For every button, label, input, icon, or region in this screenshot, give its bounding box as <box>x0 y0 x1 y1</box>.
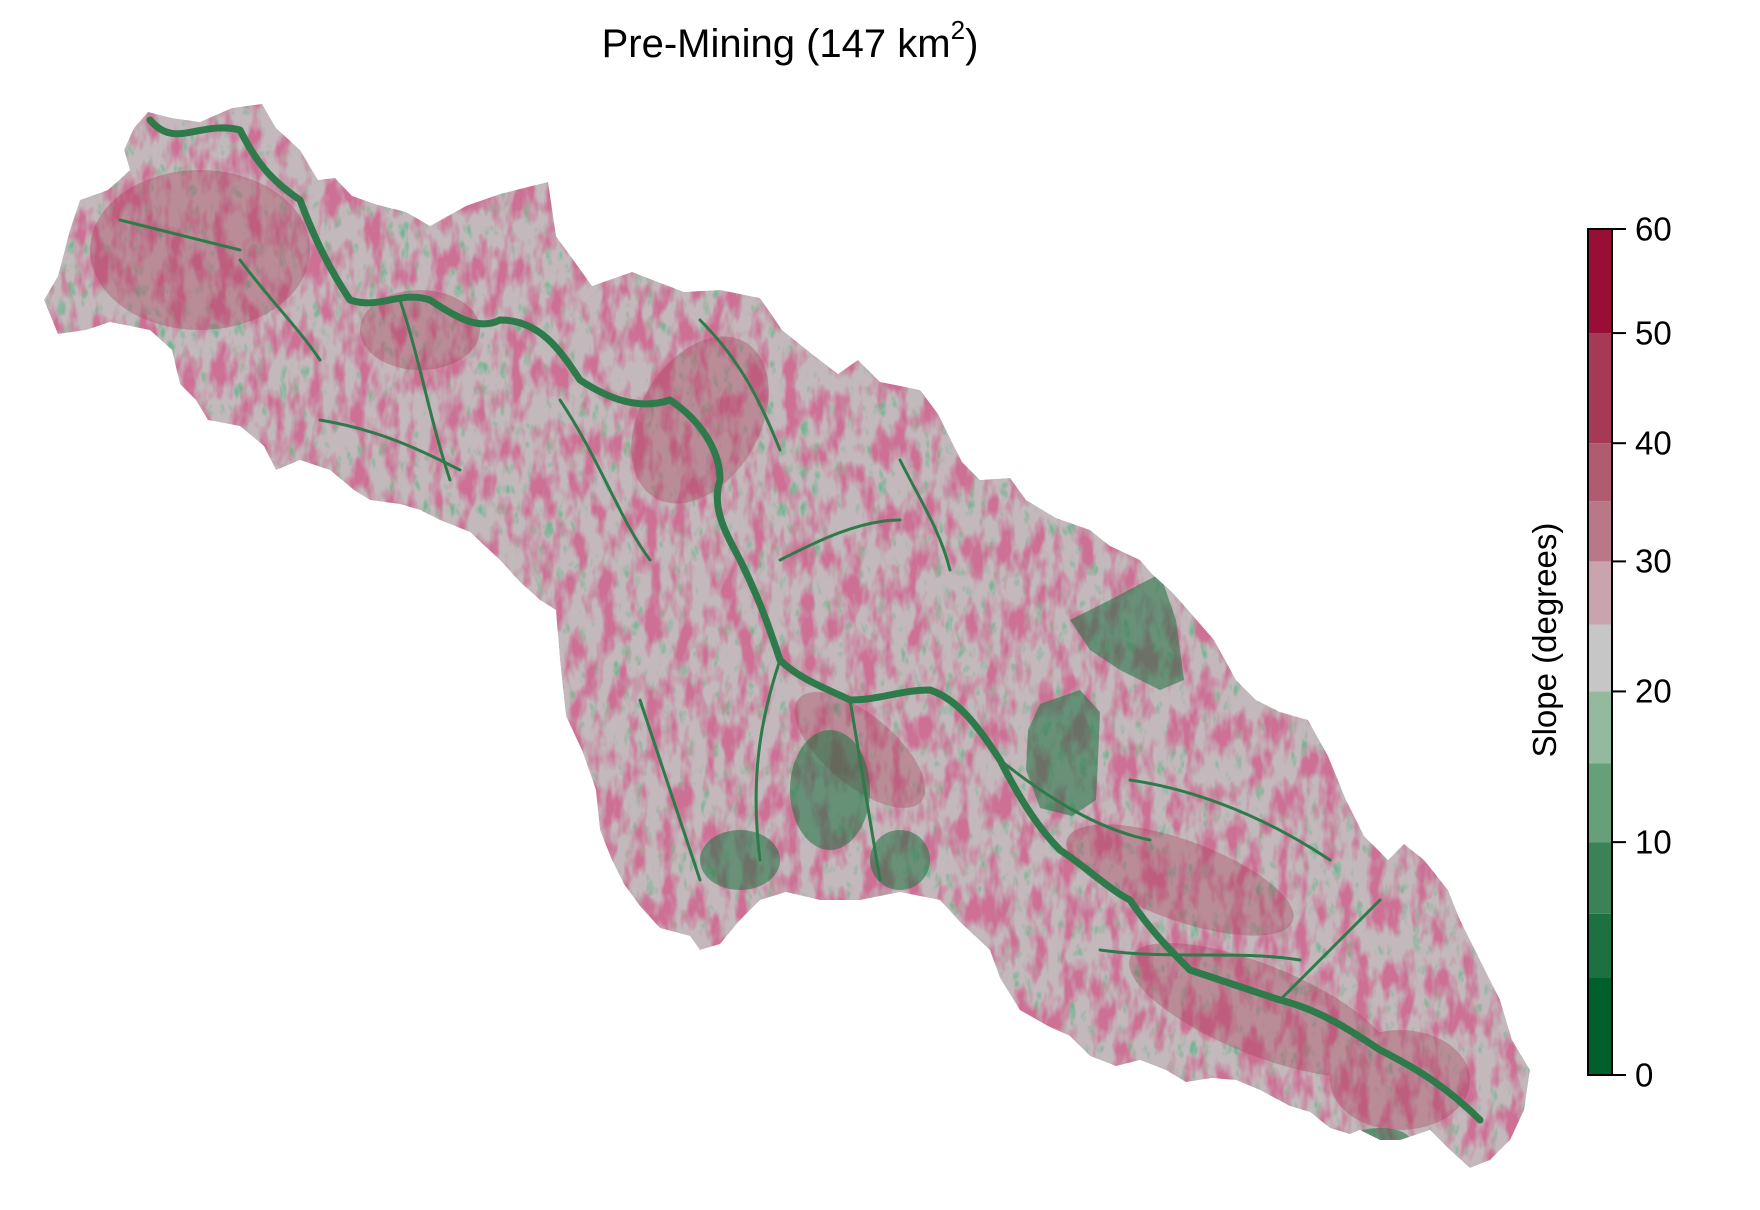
map-title-suffix: ) <box>965 22 979 66</box>
legend-bin-10 <box>1588 229 1612 334</box>
legend-tick-label-3: 30 <box>1635 542 1672 580</box>
legend-bin-2 <box>1588 842 1612 914</box>
legend-tick-label-6: 60 <box>1635 210 1672 248</box>
legend-bin-6 <box>1588 561 1612 625</box>
legend-bin-3 <box>1588 763 1612 843</box>
legend-bin-0 <box>1588 977 1612 1075</box>
legend-colorbar <box>1587 228 1613 1076</box>
legend-bin-8 <box>1588 443 1612 502</box>
legend-tick-label-1: 10 <box>1635 823 1672 861</box>
map-title-text: Pre-Mining (147 km <box>601 22 951 66</box>
legend-ticks <box>1612 228 1626 1076</box>
map-title: Pre-Mining (147 km2) <box>0 17 1580 67</box>
legend-bin-1 <box>1588 913 1612 978</box>
legend-bin-7 <box>1588 501 1612 562</box>
legend-bin-4 <box>1588 691 1612 764</box>
legend-frame <box>1587 228 1613 1076</box>
legend-tick-label-2: 20 <box>1635 672 1672 710</box>
legend-title-text: Slope (degrees) <box>1526 522 1563 758</box>
legend-tick-label-5: 50 <box>1635 314 1672 352</box>
legend-bin-9 <box>1588 333 1612 444</box>
legend-bin-5 <box>1588 624 1612 692</box>
legend-tick-label-0: 0 <box>1635 1056 1654 1094</box>
main-stream <box>146 116 1484 1124</box>
stream-network <box>118 116 1484 1124</box>
legend-tick-label-4: 40 <box>1635 424 1672 462</box>
map-title-superscript: 2 <box>950 15 966 45</box>
